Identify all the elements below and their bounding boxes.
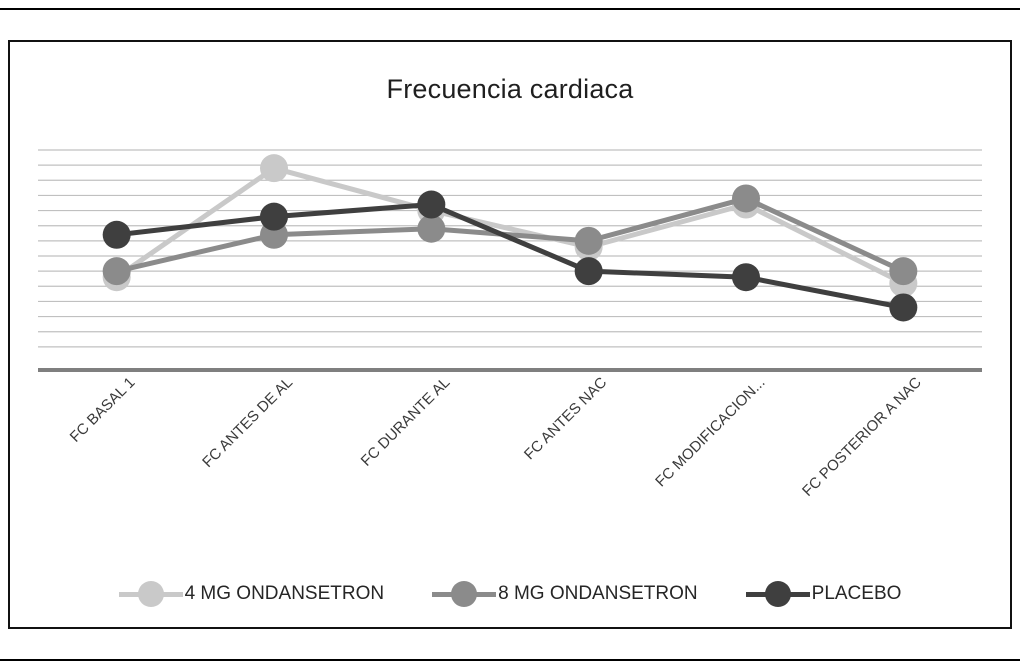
series-line-2 [114, 202, 906, 310]
legend-label: 4 MG ONDANSETRON [184, 583, 385, 604]
legend-marker-dot [137, 581, 164, 607]
series-marker [574, 226, 603, 255]
legend-marker-dot [764, 581, 791, 607]
series-marker [889, 257, 918, 286]
x-axis-label: FC ANTES DE AL [199, 374, 297, 471]
legend-line-marker-swatch [432, 581, 497, 607]
chart-title: Frecuencia cardiaca [386, 74, 634, 104]
series-line-1 [114, 195, 906, 274]
legend-label: PLACEBO [811, 583, 902, 604]
legend-line-marker-swatch [118, 581, 183, 607]
series-marker [260, 154, 288, 183]
series-marker [732, 184, 760, 213]
series-marker [889, 293, 918, 322]
top-border-rule [0, 8, 1020, 10]
series-marker [102, 257, 131, 286]
plot-area [38, 149, 982, 372]
series-marker [732, 263, 760, 292]
legend: 4 MG ONDANSETRON 8 MG ONDANSETRON PLACEBO [10, 581, 1010, 607]
legend-item: PLACEBO [745, 581, 902, 607]
chart-container: Frecuencia cardiaca FC BASAL 1 FC ANTES D… [8, 40, 1012, 629]
x-axis-label: FC DURANTE AL [357, 374, 454, 470]
legend-line-marker-swatch [745, 581, 810, 607]
x-axis-labels: FC BASAL 1 FC ANTES DE AL FC DURANTE AL FC … [38, 370, 982, 560]
legend-label: 8 MG ONDANSETRON [498, 583, 698, 604]
series-marker [102, 220, 131, 249]
series-line-0 [114, 165, 906, 286]
bottom-border-rule [0, 659, 1020, 661]
series-marker [574, 257, 603, 286]
series-marker [417, 214, 446, 243]
x-axis-label: FC ANTES NAC [521, 374, 611, 464]
x-axis-label: FC MODIFICACION... [651, 374, 769, 491]
series-marker [260, 202, 288, 231]
x-axis-label: FC BASAL 1 [66, 374, 139, 446]
x-axis-label: FC POSTERIOR A NAC [799, 374, 926, 500]
legend-marker-dot [451, 581, 478, 607]
legend-item: 4 MG ONDANSETRON [118, 581, 385, 607]
series-marker [417, 190, 446, 219]
legend-item: 8 MG ONDANSETRON [432, 581, 698, 607]
